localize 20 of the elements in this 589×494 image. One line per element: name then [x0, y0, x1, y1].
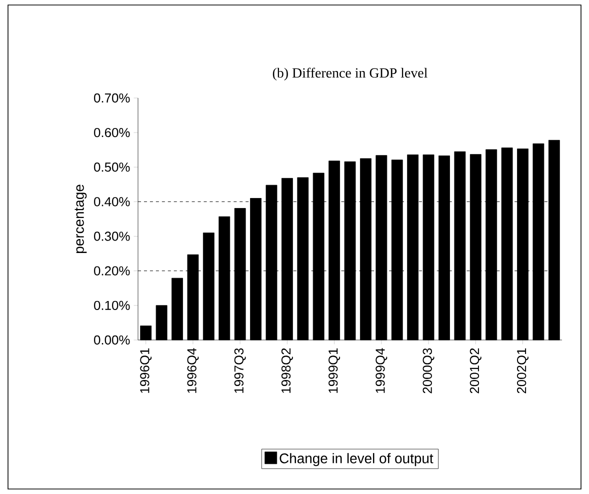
x-tick-label: 1997Q3 [234, 348, 246, 393]
x-tick-label: 1996Q1 [140, 348, 152, 393]
x-tick-label: 1996Q4 [187, 348, 199, 393]
y-tick-label: 0.40% [94, 197, 130, 206]
y-axis-title: percentage [74, 184, 87, 253]
y-tick-label: 0.00% [94, 335, 130, 345]
chart-title: (b) Difference in GDP level [272, 68, 428, 80]
y-tick-label: 0.20% [94, 266, 130, 276]
x-tick-label: 1999Q4 [376, 348, 388, 393]
y-tick-label: 0.70% [94, 93, 130, 103]
x-tick-label: 2001Q2 [470, 348, 482, 394]
legend-label: Change in level of output [280, 453, 434, 466]
x-tick-label: 2000Q3 [422, 348, 434, 394]
y-tick-label: 0.50% [94, 162, 130, 172]
y-tick-label: 0.60% [94, 128, 130, 138]
x-tick-label: 1999Q1 [328, 348, 340, 393]
y-tick-label: 0.10% [94, 300, 130, 310]
x-tick-label: 2002Q1 [517, 348, 528, 394]
x-tick-label: 1998Q2 [281, 348, 293, 393]
y-tick-label: 0.30% [94, 232, 130, 241]
